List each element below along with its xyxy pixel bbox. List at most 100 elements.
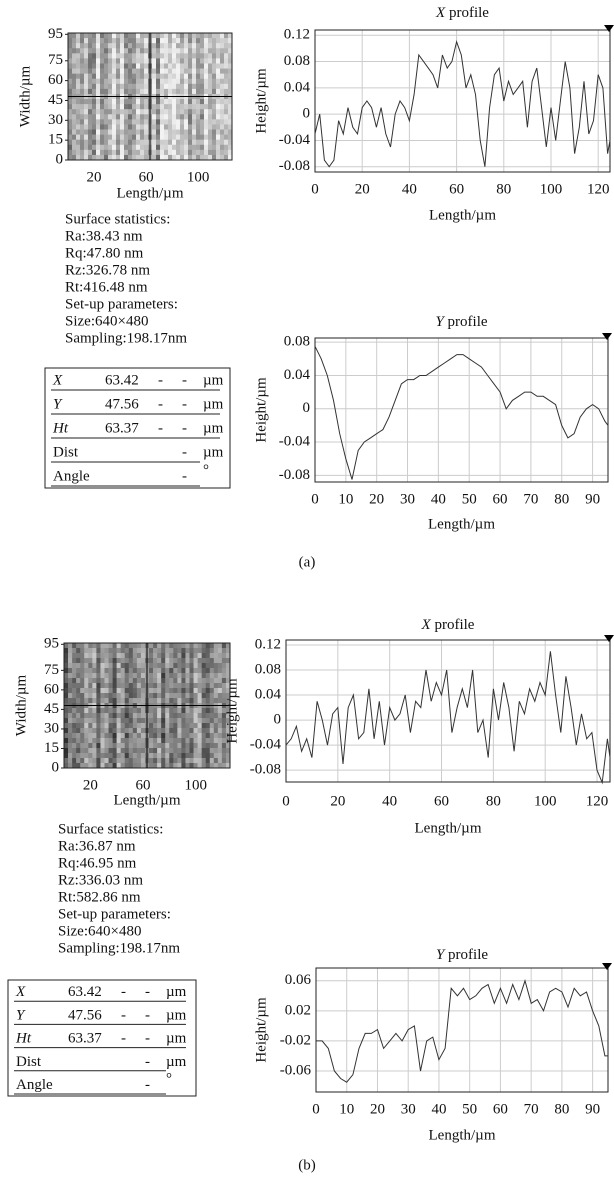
surface-pixel (72, 723, 77, 729)
surface-pixel (221, 738, 227, 744)
surface-pixel (176, 144, 181, 151)
surface-pixel (80, 653, 85, 659)
surface-pixel (108, 99, 113, 105)
surface-pixel (212, 119, 217, 125)
surface-pixel (100, 124, 105, 130)
surface-pixel (136, 33, 141, 39)
surface-pixel (181, 743, 186, 749)
surface-pixel (169, 758, 174, 764)
surface-pixel (220, 144, 225, 151)
surface-pixel (112, 129, 117, 135)
surface-pixel (124, 678, 130, 684)
surface-pixel (92, 129, 97, 135)
surface-pixel (132, 713, 138, 719)
surface-pixel (132, 73, 137, 80)
surface-pixel (120, 688, 126, 694)
surface-pixel (228, 63, 233, 69)
surface-pixel (144, 149, 149, 156)
surface-pixel (200, 48, 205, 54)
surface-pixel (128, 758, 134, 764)
statistics-line: Sampling:198.17nm (58, 940, 180, 956)
surface-pixel (169, 658, 174, 664)
surface-pixel (165, 663, 170, 669)
surface-pixel (80, 53, 85, 59)
surface-pixel (144, 104, 149, 110)
surface-pixel (197, 688, 202, 694)
surface-pixel (149, 718, 154, 724)
surface-pixel (172, 73, 177, 80)
surface-pixel (217, 678, 223, 684)
surface-pixel (140, 124, 145, 130)
surface-pixel (153, 708, 158, 714)
surface-pixel (149, 678, 154, 684)
surface-pixel (225, 693, 231, 699)
surface-pixel (100, 678, 105, 684)
surface-pixel (152, 88, 157, 95)
surface-pixel (120, 88, 125, 95)
surface-pixel (144, 68, 149, 74)
surface-pixel (189, 708, 194, 714)
surface-pixel (213, 718, 219, 724)
table-cell: Angle (53, 469, 90, 485)
surface-pixel (96, 758, 101, 764)
surface-pixel (161, 708, 166, 714)
surface-pixel (201, 648, 207, 654)
surface-pixel (180, 43, 185, 49)
surface-pixel (104, 33, 109, 39)
surface-pixel (116, 33, 121, 39)
surface-pixel (112, 738, 117, 744)
surface-pixel (108, 43, 113, 49)
surface-pixel (80, 43, 85, 49)
surface-pixel (221, 728, 227, 734)
surface-pixel (132, 134, 137, 140)
statistics-line: Rz:326.78 nm (65, 262, 150, 278)
surface-pixel (172, 33, 177, 39)
surface-pixel (120, 658, 126, 664)
surface-pixel (201, 738, 207, 744)
surface-pixel (157, 663, 162, 669)
surface-pixel (112, 134, 117, 140)
surface-pixel (80, 63, 85, 69)
surface-pixel (104, 683, 109, 689)
surface-pixel (104, 763, 109, 769)
surface-pixel (209, 673, 215, 679)
surface-pixel (116, 134, 121, 140)
surface-pixel (181, 753, 186, 759)
surface-pixel (96, 753, 101, 759)
surface-pixel (80, 668, 85, 674)
surface-pixel (200, 139, 205, 146)
surface-pixel (64, 693, 69, 699)
surface-pixel (80, 88, 85, 95)
surface-pixel (156, 104, 161, 110)
table-cell: µm (203, 445, 224, 461)
y-tick-label: 0.08 (284, 334, 310, 350)
surface-pixel (196, 129, 201, 135)
surface-pixel (116, 144, 121, 151)
surface-pixel (228, 154, 233, 161)
surface-pixel (208, 58, 213, 64)
surface-pixel (177, 688, 182, 694)
surface-pixel (225, 753, 231, 759)
surface-pixel (96, 114, 101, 120)
surface-pixel (72, 668, 77, 674)
surface-pixel (104, 48, 109, 54)
surface-pixel (116, 658, 121, 664)
surface-pixel (173, 713, 178, 719)
surface-pixel (192, 139, 197, 146)
surface-pixel (92, 124, 97, 130)
surface-pixel (128, 718, 134, 724)
surface-pixel (128, 708, 134, 714)
surface-pixel (196, 109, 201, 115)
surface-pixel (189, 663, 194, 669)
surface-pixel (116, 753, 121, 759)
surface-pixel (225, 718, 231, 724)
surface-pixel (132, 718, 138, 724)
surface-pixel (152, 129, 157, 135)
surface-pixel (153, 743, 158, 749)
surface-pixel (108, 653, 113, 659)
surface-pixel (180, 73, 185, 80)
surface-pixel (181, 708, 186, 714)
surface-pixel (164, 73, 169, 80)
surface-pixel (152, 124, 157, 130)
surface-pixel (164, 48, 169, 54)
